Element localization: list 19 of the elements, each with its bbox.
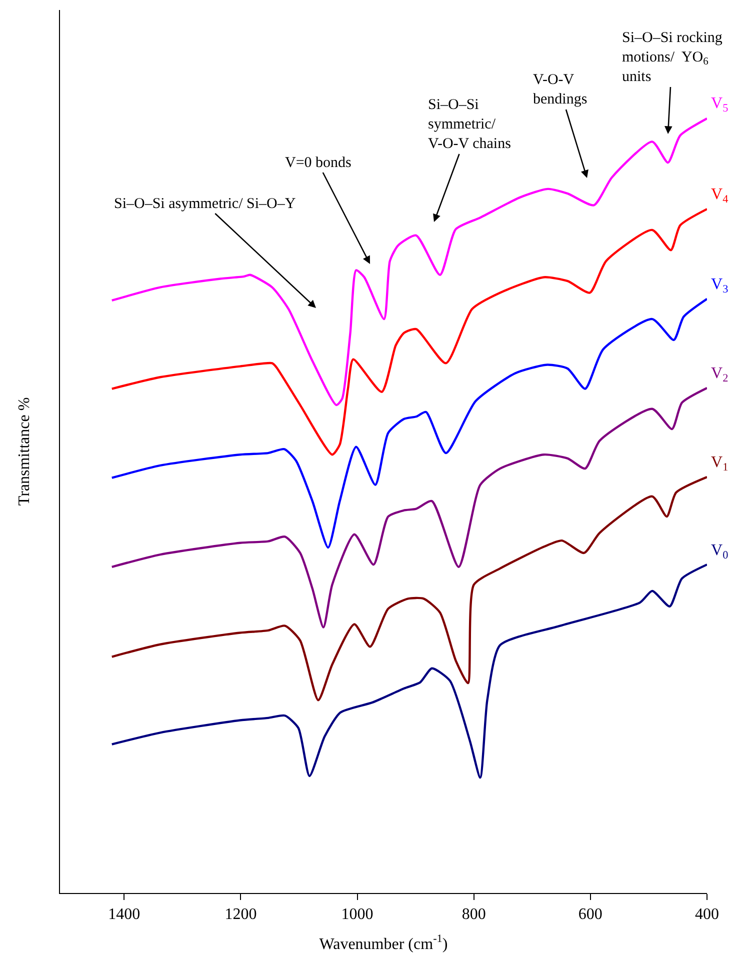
series-label: V$_{4}$: [711, 186, 729, 206]
x-axis-title: Wavenumber (cm$^{-1}$): [319, 933, 448, 953]
annotation: Si–O–Si symmetric/ V-O-V chains: [428, 97, 512, 152]
y-axis-title: Transmittance %: [16, 397, 33, 506]
series-label: V$_{1}$: [711, 454, 728, 474]
text: Si–O–Si rocking motions/ YO$_{6}$ units: [622, 30, 722, 85]
x-tick-label: 600: [578, 906, 602, 924]
annotation: Si–O–Si asymmetric/ Si–O–Y: [114, 196, 296, 212]
x-tick-label: 1200: [224, 906, 257, 924]
x-tick-label: 1400: [108, 906, 140, 924]
annotation: V=0 bonds: [285, 155, 352, 171]
text: V-O-V bendings: [533, 72, 588, 108]
series-label: V$_{3}$: [711, 276, 729, 296]
x-tick-label: 400: [695, 906, 719, 924]
series-label: V$_{5}$: [711, 95, 729, 114]
series-label: V$_{2}$: [711, 365, 728, 384]
x-tick-label: 800: [462, 906, 486, 924]
x-tick-label: 1000: [341, 906, 374, 924]
series-label: V$_{0}$: [711, 542, 729, 562]
